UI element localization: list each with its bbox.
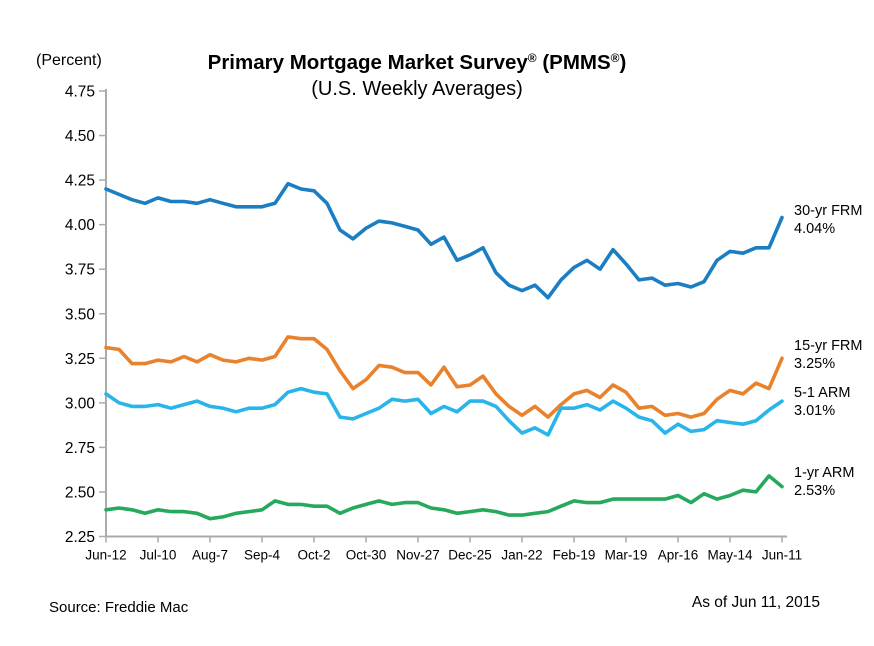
series-line-5-1-arm — [104, 386, 784, 437]
y-tick-label: 3.50 — [65, 306, 96, 323]
x-tick-label: May-14 — [707, 548, 753, 563]
chart-subtitle: (U.S. Weekly Averages) — [311, 78, 523, 100]
x-tick-label: Jul-10 — [140, 548, 177, 563]
series-end-value: 2.53% — [794, 482, 836, 499]
y-tick-label: 2.75 — [65, 440, 95, 457]
chart-title-text: ) — [619, 51, 627, 74]
series-name: 1-yr ARM — [794, 465, 855, 481]
y-tick-label: 4.25 — [65, 173, 95, 190]
series-name: 15-yr FRM — [794, 338, 863, 354]
series-name: 30-yr FRM — [794, 203, 863, 219]
x-tick-label: Apr-16 — [658, 548, 699, 563]
x-tick-label: Sep-4 — [244, 548, 281, 563]
x-tick-label: Nov-27 — [396, 548, 440, 563]
series-line-15-yr-frm — [104, 335, 784, 419]
series-label-30yr-frm: 30-yr FRM 4.04% — [794, 203, 862, 238]
chart-title-text: (PMMS — [536, 51, 611, 74]
series-label-15yr-frm: 15-yr FRM 3.25% — [794, 338, 862, 373]
y-tick-label: 4.75 — [65, 84, 95, 101]
x-tick-label: Jun-11 — [762, 548, 802, 563]
chart-title-text: Primary Mortgage Market Survey — [207, 51, 528, 74]
series-label-5-1-arm: 5-1 ARM 3.01% — [794, 385, 850, 420]
registered-mark-icon: ® — [527, 51, 537, 65]
y-tick-label: 3.75 — [65, 262, 95, 279]
series-line-1-yr-arm — [104, 474, 784, 521]
x-tick-label: Jun-12 — [85, 548, 126, 563]
y-tick-label: 2.50 — [65, 484, 96, 501]
y-tick-label: 2.25 — [65, 529, 95, 546]
y-tick-label: 3.00 — [65, 395, 96, 412]
as-of-date: As of Jun 11, 2015 — [691, 594, 820, 611]
x-tick-label: Oct-2 — [297, 548, 330, 563]
x-tick-label: Mar-19 — [605, 548, 648, 563]
chart-header: Primary Mortgage Market Survey® (PMMS®) … — [106, 49, 728, 102]
x-tick-label: Oct-30 — [346, 548, 387, 563]
x-tick-label: Jan-22 — [501, 548, 542, 563]
y-axis-unit-label: (Percent) — [36, 52, 102, 69]
series-end-value: 4.04% — [794, 220, 836, 237]
series-name: 5-1 ARM — [794, 385, 851, 401]
x-tick-label: Feb-19 — [553, 548, 596, 563]
y-tick-label: 3.25 — [65, 351, 95, 368]
x-tick-label: Aug-7 — [192, 548, 228, 563]
source-note: Source: Freddie Mac — [49, 599, 189, 616]
y-tick-label: 4.00 — [65, 217, 96, 234]
series-line-30-yr-frm — [104, 181, 784, 300]
series-end-value: 3.25% — [794, 355, 836, 372]
chart-title: Primary Mortgage Market Survey® (PMMS®) — [106, 49, 728, 76]
registered-mark-icon: ® — [610, 51, 620, 65]
x-tick-label: Dec-25 — [448, 548, 492, 563]
series-end-value: 3.01% — [794, 402, 836, 419]
y-tick-label: 4.50 — [65, 128, 96, 145]
series-label-1yr-arm: 1-yr ARM 2.53% — [794, 465, 854, 500]
